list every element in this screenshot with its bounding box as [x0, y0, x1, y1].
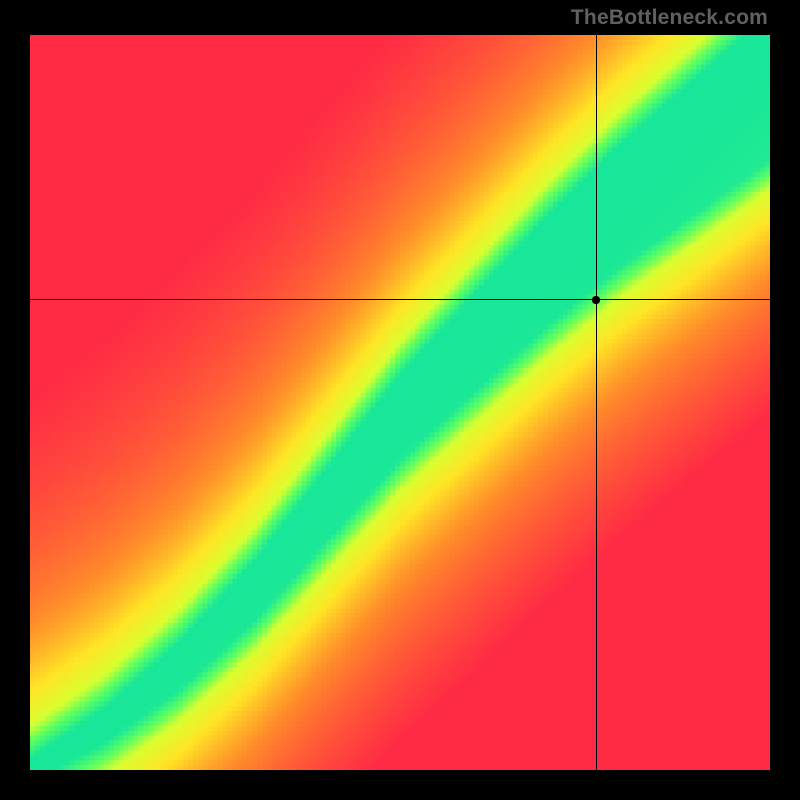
crosshair-marker: [591, 295, 601, 305]
bottleneck-heatmap: [30, 35, 770, 770]
chart-container: TheBottleneck.com: [0, 0, 800, 800]
watermark-text: TheBottleneck.com: [571, 6, 768, 30]
crosshair-vertical: [596, 35, 597, 770]
crosshair-horizontal: [30, 299, 770, 300]
